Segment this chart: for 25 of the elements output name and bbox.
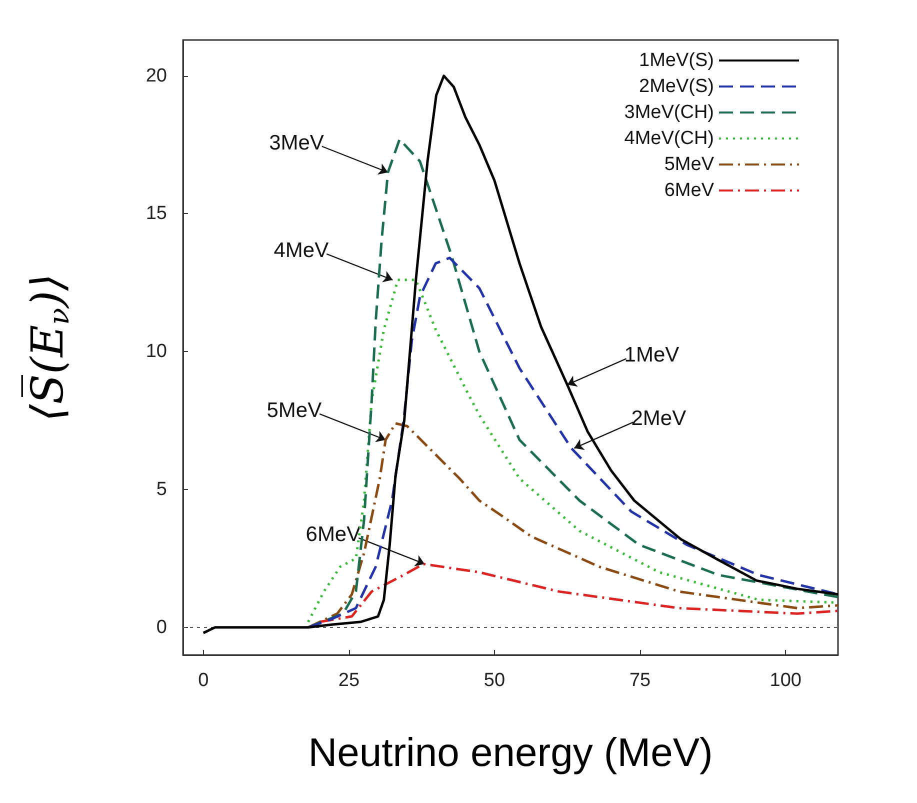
y-tick-label: 5 <box>156 479 167 500</box>
annotation: 5MeV <box>266 398 322 422</box>
legend-label: 1MeV(S) <box>639 50 714 71</box>
annotation: 2MeV <box>631 407 686 430</box>
x-tick-label: 50 <box>484 670 506 691</box>
y-tick-label: 0 <box>156 616 167 638</box>
x-tick-label: 25 <box>338 670 360 691</box>
annotation: 4MeV <box>274 238 329 262</box>
x-tick-label: 0 <box>198 670 209 691</box>
legend-label: 4MeV(CH) <box>624 128 714 149</box>
x-axis-title: Neutrino energy (MeV) <box>308 731 713 775</box>
legend-label: 5MeV <box>664 154 714 175</box>
line-series <box>202 74 840 634</box>
annotation: 3MeV <box>269 131 324 154</box>
annotation: 6MeV <box>306 522 361 546</box>
y-tick-label: 20 <box>146 65 167 86</box>
legend-label: 2MeV(S) <box>639 76 714 97</box>
y-axis-title: ⟨S̅(Eν)⟩ <box>20 274 76 422</box>
y-tick-label: 15 <box>146 203 167 224</box>
legend-label: 6MeV <box>664 180 714 201</box>
x-tick-label: 100 <box>770 670 802 691</box>
annotation: 1MeV <box>624 344 680 367</box>
y-tick-label: 10 <box>146 341 167 362</box>
x-tick-label: 75 <box>629 670 651 691</box>
legend-label: 3MeV(CH) <box>624 102 714 123</box>
